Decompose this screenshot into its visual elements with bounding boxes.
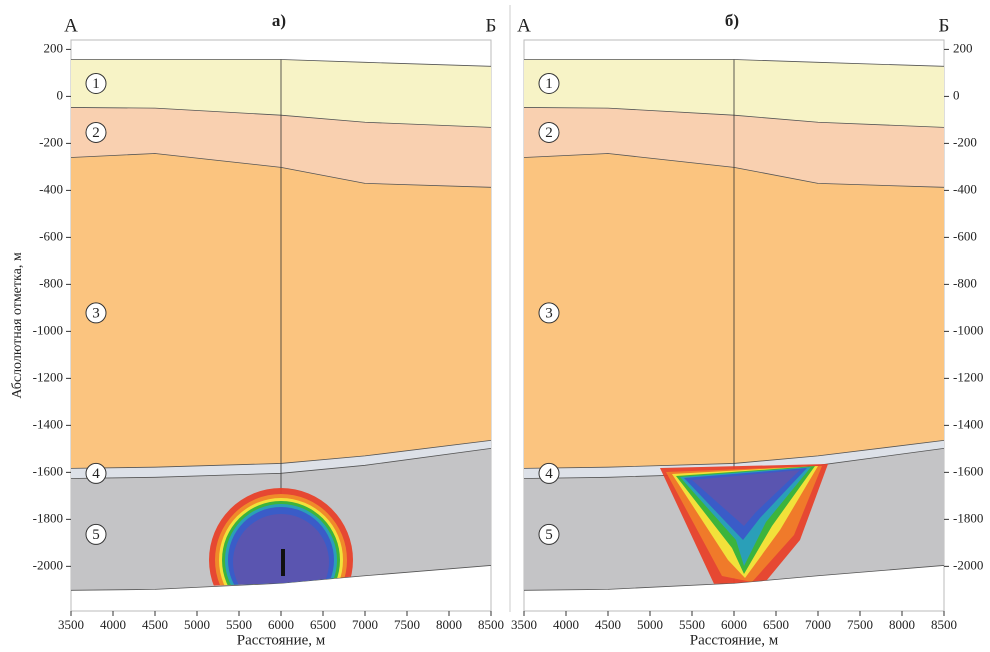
layer-label: 5	[545, 527, 553, 543]
x-tick-label: 5000	[637, 617, 663, 632]
y-axis-label: Абслолютная отметка, м	[10, 252, 25, 398]
y-tick-label: -1400	[33, 416, 63, 431]
x-tick-label: 5500	[679, 617, 705, 632]
y-tick-label: -2000	[33, 557, 63, 572]
y-tick-label: -1800	[33, 510, 63, 525]
y-tick-label: 0	[57, 87, 64, 102]
layer-label: 4	[92, 466, 100, 482]
x-tick-label: 4000	[553, 617, 579, 632]
y-tick-label: -400	[39, 181, 63, 196]
layer-label: 3	[92, 305, 100, 321]
y-tick-label: 200	[953, 40, 973, 55]
y-tick-label: -800	[39, 275, 63, 290]
figure: 1234535004000450050005500600065007000750…	[0, 0, 990, 652]
y-tick-label: -1600	[33, 463, 63, 478]
panel-title: а)	[272, 11, 286, 30]
layer-label: 1	[92, 76, 100, 92]
y-tick-label: -1200	[33, 369, 63, 384]
x-tick-label: 6500	[310, 617, 336, 632]
y-tick-label: -1400	[953, 416, 983, 431]
x-tick-label: 8500	[931, 617, 957, 632]
layer-label: 2	[92, 125, 100, 141]
left-end-label: А	[517, 15, 531, 36]
layer-label: 2	[545, 125, 553, 141]
right-end-label: Б	[939, 15, 950, 36]
y-tick-label: -600	[953, 228, 977, 243]
y-tick-label: -1800	[953, 510, 983, 525]
x-tick-label: 7000	[805, 617, 831, 632]
y-tick-label: -2000	[953, 557, 983, 572]
x-axis-label: Расстояние, м	[690, 632, 779, 648]
x-tick-label: 4500	[142, 617, 168, 632]
x-tick-label: 6500	[763, 617, 789, 632]
x-axis-label: Расстояние, м	[237, 632, 326, 648]
x-tick-label: 7500	[394, 617, 420, 632]
panel-title: б)	[725, 11, 739, 30]
x-tick-label: 6000	[721, 617, 747, 632]
x-tick-label: 6000	[268, 617, 294, 632]
y-tick-label: -1000	[953, 322, 983, 337]
x-tick-label: 3500	[511, 617, 537, 632]
y-tick-label: -1600	[953, 463, 983, 478]
y-tick-label: -200	[39, 134, 63, 149]
y-tick-label: 200	[44, 40, 64, 55]
layer-label: 1	[545, 76, 553, 92]
left-end-label: А	[64, 15, 78, 36]
x-tick-label: 7500	[847, 617, 873, 632]
x-tick-label: 5500	[226, 617, 252, 632]
y-tick-label: -800	[953, 275, 977, 290]
x-tick-label: 7000	[352, 617, 378, 632]
y-tick-label: -400	[953, 181, 977, 196]
x-tick-label: 8000	[889, 617, 915, 632]
y-tick-label: -1200	[953, 369, 983, 384]
layer-label: 5	[92, 527, 100, 543]
layer-label: 3	[545, 305, 553, 321]
y-tick-label: -1000	[33, 322, 63, 337]
layer-label: 4	[545, 466, 553, 482]
x-tick-label: 5000	[184, 617, 210, 632]
x-tick-label: 4500	[595, 617, 621, 632]
panels	[71, 40, 944, 611]
x-tick-label: 3500	[58, 617, 84, 632]
y-tick-label: -600	[39, 228, 63, 243]
y-tick-label: 0	[953, 87, 960, 102]
x-tick-label: 8000	[436, 617, 462, 632]
x-tick-label: 8500	[478, 617, 504, 632]
y-tick-label: -200	[953, 134, 977, 149]
x-tick-label: 4000	[100, 617, 126, 632]
right-end-label: Б	[486, 15, 497, 36]
